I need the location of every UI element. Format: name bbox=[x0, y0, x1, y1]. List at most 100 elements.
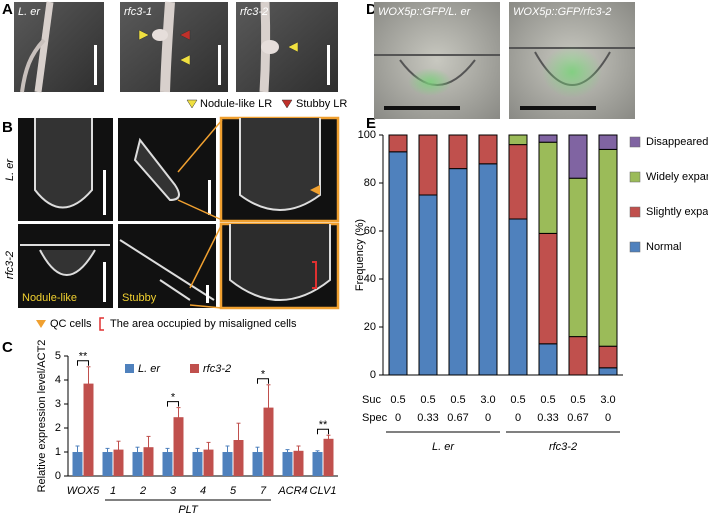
zoom-line bbox=[177, 199, 223, 221]
suc-value: 0.5 bbox=[390, 394, 405, 406]
bar bbox=[233, 440, 244, 476]
bar bbox=[143, 447, 154, 476]
significance-label: * bbox=[171, 392, 176, 404]
image-label: WOX5p::GFP/L. er bbox=[378, 6, 472, 18]
legend-label: L. er bbox=[138, 363, 161, 375]
bar bbox=[72, 452, 83, 476]
legend-label: rfc3-2 bbox=[203, 363, 231, 375]
bar-segment bbox=[538, 343, 558, 376]
y-tick-label: 3 bbox=[55, 398, 61, 410]
bar-segment bbox=[598, 367, 618, 376]
panel-d: WOX5p::GFP/L. er WOX5p::GFP/rfc3-2 bbox=[374, 2, 635, 119]
suc-value: 0.5 bbox=[540, 394, 555, 406]
micrograph bbox=[118, 118, 216, 221]
y-tick-label: 20 bbox=[364, 321, 376, 333]
bar-segment bbox=[598, 134, 618, 150]
bar-segment bbox=[508, 218, 528, 376]
significance-bracket bbox=[257, 378, 269, 384]
bar bbox=[312, 452, 323, 476]
y-tick-label: 2 bbox=[55, 422, 61, 434]
legend-label: The area occupied by misaligned cells bbox=[110, 318, 297, 330]
root bbox=[160, 1, 175, 93]
root bbox=[20, 38, 46, 93]
legend-marker bbox=[36, 320, 46, 328]
image-label: L. er bbox=[18, 6, 41, 18]
row-label: Suc bbox=[362, 394, 381, 406]
legend-label: QC cells bbox=[50, 318, 92, 330]
arrowhead bbox=[179, 54, 191, 66]
zoom-line bbox=[189, 223, 223, 289]
row-label: rfc3-2 bbox=[4, 251, 16, 279]
bracket bbox=[312, 261, 317, 289]
x-tick-label: CLV1 bbox=[310, 485, 337, 497]
nodule bbox=[261, 40, 279, 54]
root-tip bbox=[20, 244, 110, 276]
y-tick-label: 80 bbox=[364, 177, 376, 189]
spec-value: 0.33 bbox=[417, 412, 438, 424]
panel-letter: B bbox=[2, 119, 13, 136]
bar-segment bbox=[478, 163, 498, 376]
legend-marker bbox=[186, 99, 198, 109]
gfp-signal bbox=[408, 68, 452, 96]
bar bbox=[113, 449, 124, 476]
significance-bracket bbox=[317, 428, 329, 435]
panel-a: L. er rfc3-1 rfc3-2 Nodule-like LR Stubb… bbox=[14, 1, 347, 110]
row-label: Spec bbox=[362, 412, 388, 424]
spec-value: 0 bbox=[605, 412, 611, 424]
bar bbox=[83, 383, 94, 476]
group-label: L. er bbox=[432, 441, 455, 453]
bar bbox=[263, 407, 274, 476]
bar-segment bbox=[388, 134, 408, 153]
spec-value: 0.33 bbox=[537, 412, 558, 424]
x-tick-label: 2 bbox=[139, 485, 146, 497]
arrowhead bbox=[310, 185, 320, 195]
scale-bar bbox=[206, 285, 209, 303]
significance-label: * bbox=[261, 369, 266, 381]
micrograph bbox=[374, 2, 500, 119]
y-axis-label: Frequency (%) bbox=[354, 219, 366, 291]
y-tick-label: 60 bbox=[364, 225, 376, 237]
bar bbox=[192, 452, 203, 476]
y-tick-label: 4 bbox=[55, 374, 61, 386]
legend-swatch bbox=[629, 206, 641, 218]
legend-swatch bbox=[629, 241, 641, 253]
spec-value: 0 bbox=[515, 412, 521, 424]
bar-segment bbox=[388, 151, 408, 376]
micrograph bbox=[120, 2, 228, 92]
y-tick-label: 0 bbox=[370, 369, 376, 381]
spec-value: 0 bbox=[485, 412, 491, 424]
scale-bar bbox=[218, 45, 221, 85]
suc-value: 3.0 bbox=[480, 394, 495, 406]
root-tip bbox=[119, 239, 215, 301]
legend-label: Stubby LR bbox=[296, 98, 347, 110]
image-label: Nodule-like bbox=[22, 292, 77, 304]
bar-segment bbox=[508, 134, 528, 146]
image-label: WOX5p::GFP/rfc3-2 bbox=[513, 6, 611, 18]
x-tick-label: 7 bbox=[260, 485, 267, 497]
legend-marker bbox=[99, 317, 104, 331]
suc-value: 0.5 bbox=[420, 394, 435, 406]
bar-segment bbox=[598, 345, 618, 369]
bar bbox=[293, 450, 304, 476]
y-tick-label: 40 bbox=[364, 273, 376, 285]
panel-letter: C bbox=[2, 339, 13, 356]
significance-bracket bbox=[167, 401, 179, 407]
bar-segment bbox=[538, 232, 558, 345]
bar-segment bbox=[568, 177, 588, 338]
bar-segment bbox=[598, 148, 618, 347]
x-tick-label: ACR4 bbox=[277, 485, 307, 497]
spec-value: 0 bbox=[395, 412, 401, 424]
bar bbox=[102, 452, 113, 476]
bar-segment bbox=[538, 141, 558, 234]
bar-segment bbox=[448, 134, 468, 170]
row-label: L. er bbox=[4, 158, 16, 181]
panel-b: L. er rfc3-2 Nodule-like Stubby QC cells… bbox=[4, 116, 340, 331]
spec-value: 0.67 bbox=[567, 412, 588, 424]
micrograph bbox=[118, 224, 216, 308]
significance-label: ** bbox=[79, 351, 88, 363]
root-tip bbox=[34, 118, 93, 209]
legend-swatch bbox=[190, 364, 199, 373]
scale-bar bbox=[520, 106, 596, 110]
y-tick-label: 1 bbox=[55, 446, 61, 458]
arrowhead bbox=[179, 29, 191, 41]
